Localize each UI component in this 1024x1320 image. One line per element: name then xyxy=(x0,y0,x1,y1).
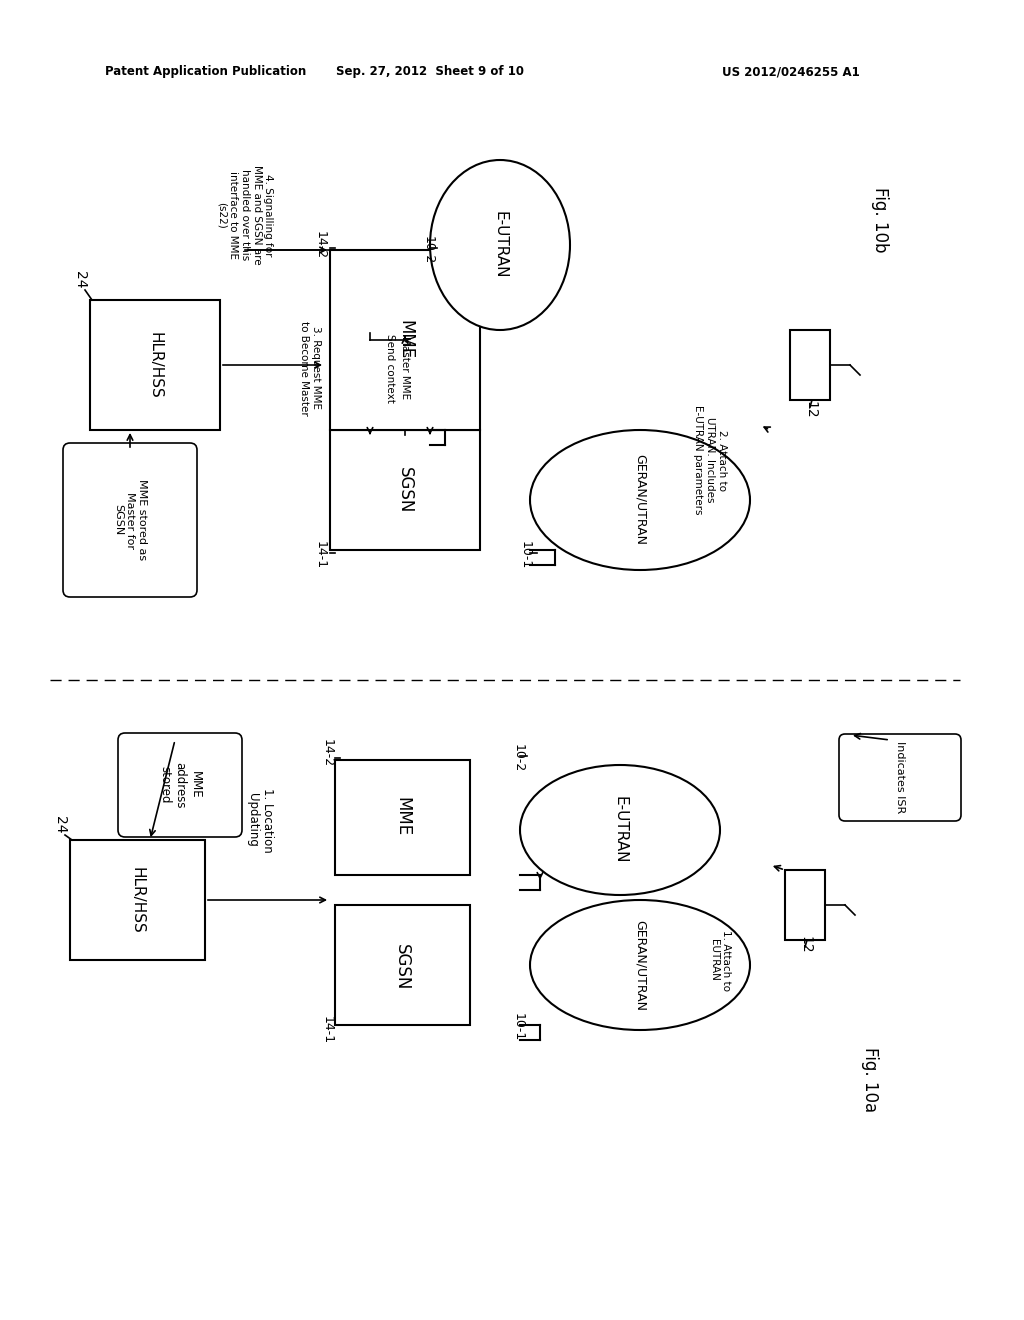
Text: MME: MME xyxy=(396,321,414,359)
Bar xyxy=(330,430,480,550)
Bar xyxy=(785,870,825,940)
Text: MME stored as
Master for
SGSN: MME stored as Master for SGSN xyxy=(114,479,146,561)
Text: HLR/HSS: HLR/HSS xyxy=(129,867,144,933)
FancyBboxPatch shape xyxy=(63,444,197,597)
Text: 1. Attach to
EUTRAN: 1. Attach to EUTRAN xyxy=(710,929,731,990)
Text: 14-1: 14-1 xyxy=(313,541,327,569)
Text: 24: 24 xyxy=(73,271,87,289)
Text: Sep. 27, 2012  Sheet 9 of 10: Sep. 27, 2012 Sheet 9 of 10 xyxy=(336,66,524,78)
Text: 3. Request MME
to Become Master: 3. Request MME to Become Master xyxy=(299,321,321,416)
Text: 2. Attach to
UTRAN. Includes
E-UTRAN parameters: 2. Attach to UTRAN. Includes E-UTRAN par… xyxy=(693,405,727,515)
Text: 10-2: 10-2 xyxy=(422,236,434,264)
Ellipse shape xyxy=(520,766,720,895)
Text: 10-2: 10-2 xyxy=(512,744,524,772)
Text: 14-2: 14-2 xyxy=(313,231,327,259)
Text: Indicates ISR: Indicates ISR xyxy=(895,741,905,813)
Text: E-UTRAN: E-UTRAN xyxy=(612,796,628,863)
Bar xyxy=(90,300,220,430)
Text: Fig. 10a: Fig. 10a xyxy=(861,1048,879,1113)
Text: US 2012/0246255 A1: US 2012/0246255 A1 xyxy=(722,66,860,78)
Bar xyxy=(335,906,470,1026)
Bar xyxy=(330,249,480,430)
Text: GERAN/UTRAN: GERAN/UTRAN xyxy=(634,920,646,1011)
Text: Patent Application Publication: Patent Application Publication xyxy=(105,66,306,78)
Text: 14-2: 14-2 xyxy=(321,739,334,767)
Bar xyxy=(790,330,830,400)
Text: SGSN: SGSN xyxy=(396,467,414,513)
Bar xyxy=(335,760,470,875)
FancyBboxPatch shape xyxy=(118,733,242,837)
Ellipse shape xyxy=(530,900,750,1030)
Text: E-UTRAN: E-UTRAN xyxy=(493,211,508,279)
Text: 10-1: 10-1 xyxy=(518,541,531,569)
Text: HLR/HSS: HLR/HSS xyxy=(147,331,163,399)
Text: 14-1: 14-1 xyxy=(321,1016,334,1044)
Text: SGSN: SGSN xyxy=(393,944,411,990)
Ellipse shape xyxy=(430,160,570,330)
Text: Fig. 10b: Fig. 10b xyxy=(871,187,889,252)
Text: MME: MME xyxy=(393,797,411,837)
Text: 12: 12 xyxy=(798,936,812,954)
Text: MME
address
stored: MME address stored xyxy=(159,762,202,808)
Text: Master MME: Master MME xyxy=(400,337,410,400)
Text: 10-1: 10-1 xyxy=(512,1012,524,1041)
Bar xyxy=(70,840,205,960)
Text: 4. Signalling for
MME and SGSN are
handled over this
interface to MME
(s22): 4. Signalling for MME and SGSN are handl… xyxy=(217,165,273,265)
Text: 12: 12 xyxy=(803,401,817,418)
Text: Send context: Send context xyxy=(385,334,395,403)
FancyBboxPatch shape xyxy=(839,734,961,821)
Text: GERAN/UTRAN: GERAN/UTRAN xyxy=(634,454,646,545)
Text: 24: 24 xyxy=(53,816,67,834)
Text: 1. Location
Updating: 1. Location Updating xyxy=(246,788,274,853)
Ellipse shape xyxy=(530,430,750,570)
